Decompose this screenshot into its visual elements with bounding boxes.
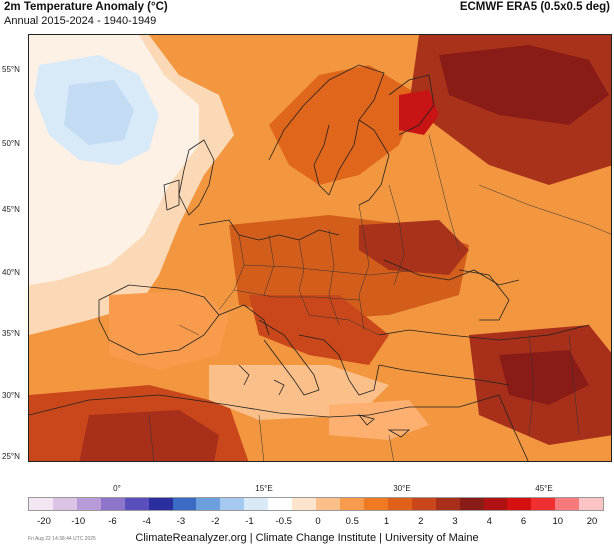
legend-swatch [555,498,580,510]
legend-swatch [507,498,532,510]
lat-label-30n: 30°N [2,391,20,400]
legend-swatch [268,498,293,510]
legend-swatch [244,498,269,510]
legend-tick-label: 2 [418,516,424,527]
legend-tick-label: 3 [452,516,458,527]
legend-tick-label: -3 [176,516,186,527]
chart-title: 2m Temperature Anomaly (°C) [4,1,168,13]
lon-label-45e: 45°E [535,484,553,493]
lon-label-30e: 30°E [393,484,411,493]
warm-scandinavia [269,65,419,185]
lat-label-40n: 40°N [2,268,20,277]
legend-swatch [579,498,604,510]
legend-swatch [411,498,436,510]
legend-tick-label: -6 [108,516,117,527]
legend-swatch [316,498,340,510]
legend-tick-label: 10 [552,516,564,527]
color-legend-bar [28,497,604,511]
lat-label-35n: 35°N [2,329,20,338]
legend-swatch [387,498,412,510]
legend-swatch [100,498,125,510]
red-hotspot-karelia [399,90,439,135]
footer-credits[interactable]: ClimateReanalyzer.org | Climate Change I… [135,532,479,544]
legend-swatch [483,498,508,510]
legend-swatch [148,498,173,510]
legend-swatch [76,498,101,510]
legend-swatch [220,498,245,510]
legend-tick-label: -0.5 [275,516,292,527]
legend-swatch [339,498,364,510]
legend-tick-label: 1 [383,516,390,527]
lat-label-45n: 45°N [2,205,20,214]
chart-subtitle: Annual 2015-2024 - 1940-1949 [4,15,157,27]
legend-tick-label: -2 [211,516,220,527]
cold-anomaly-inner [64,80,134,145]
legend-tick-label: -20 [37,516,51,527]
legend-tick-label: 6 [520,516,527,527]
warm-balkans [249,295,389,365]
country-borders [148,134,611,461]
legend-tick-label: 4 [486,516,492,527]
legend-tick-label: -1 [245,516,254,527]
legend-swatch [363,498,388,510]
legend-tick-label: 0 [315,516,321,527]
legend-tick-label: -10 [71,516,86,527]
lat-label-25n: 25°N [2,452,20,461]
lon-label-0: 0° [113,484,121,493]
lat-label-50n: 50°N [2,139,20,148]
extreme-russia-core [439,45,609,125]
extreme-turkey-iran [499,350,589,405]
data-source: ECMWF ERA5 (0.5x0.5 deg) [459,1,610,13]
warm-iberia [109,290,229,370]
legend-swatch [29,498,53,510]
legend-swatch [124,498,149,510]
map-canvas [29,35,611,461]
legend-swatch [172,498,197,510]
legend-tick-label: -4 [142,516,151,527]
lat-label-55n: 55°N [2,65,20,74]
legend-swatch [435,498,460,510]
legend-swatch [292,498,317,510]
lon-label-15e: 15°E [255,484,273,493]
legend-tick-label: 20 [586,516,598,527]
legend-swatch [459,498,484,510]
footer-timestamp: Fri Aug 22 14:38:44 UTC 2025 [28,536,96,542]
legend-swatch [531,498,556,510]
legend-swatch [52,498,77,510]
coastlines [29,64,590,461]
legend-tick-label: 0.5 [345,516,359,527]
anomaly-map[interactable] [28,34,612,462]
hot-sahara [79,410,219,461]
legend-swatch [196,498,221,510]
